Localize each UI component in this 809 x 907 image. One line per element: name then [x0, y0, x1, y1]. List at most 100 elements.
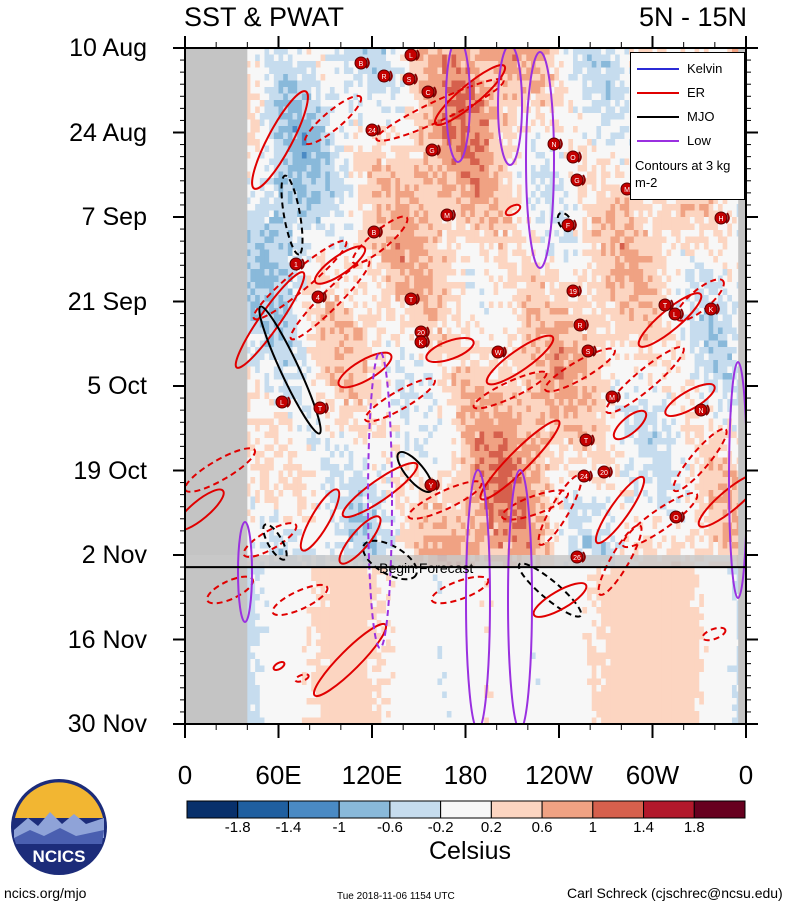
storm-swirl-13 — [725, 212, 730, 224]
contour-2 — [375, 78, 505, 142]
storm-dot-7 — [440, 208, 454, 222]
contour-overlay — [185, 48, 746, 724]
storm-marker-20: L — [668, 307, 684, 321]
contour-13 — [425, 336, 475, 364]
storm-label-19: T — [663, 303, 668, 310]
colorbar-swatch-8 — [592, 800, 645, 819]
storm-marker-7: M — [440, 208, 456, 222]
storm-swirl-33 — [588, 470, 593, 482]
storm-label-33: 24 — [580, 474, 588, 481]
contour-19 — [605, 345, 685, 415]
colorbar-swatch-4 — [389, 800, 442, 819]
storm-swirl-6 — [436, 144, 441, 156]
low-contour-6 — [465, 469, 491, 724]
footer-author: Carl Schreck (cjschrec@ncsu.edu) — [567, 885, 783, 901]
storm-marker-36: 26 — [570, 550, 586, 564]
storm-label-18: 19 — [569, 289, 577, 296]
storm-marker-13: H — [714, 211, 730, 225]
storm-swirl-32 — [608, 466, 613, 478]
colorbar-swatch-0 — [186, 800, 239, 819]
storm-dot-25 — [414, 335, 428, 349]
low-contour-2 — [525, 51, 555, 269]
forecast-label: Begin Forecast — [379, 560, 473, 576]
storm-swirl-29 — [616, 391, 621, 403]
storm-swirl-34 — [435, 479, 440, 491]
storm-swirl-27 — [286, 396, 291, 408]
storm-marker-26: W — [491, 345, 507, 359]
storm-dot-27 — [275, 395, 289, 409]
storm-marker-27: L — [275, 395, 291, 409]
legend-item-low: Low — [635, 131, 745, 151]
legend-label-kelvin: Kelvin — [687, 61, 723, 76]
storm-marker-15: 1 — [289, 257, 305, 271]
contour-11 — [337, 351, 393, 389]
legend-swatch-low — [637, 140, 679, 142]
storm-dot-3 — [402, 72, 416, 86]
storm-swirl-16 — [322, 291, 327, 303]
legend: Kelvin ER MJO Low Contours at 3 kg m-2 — [630, 52, 745, 200]
colorbar-tick-label: 0.6 — [531, 819, 553, 836]
storm-dot-30 — [694, 403, 708, 417]
colorbar-swatch-6 — [490, 800, 543, 819]
contour-12 — [364, 377, 436, 423]
storm-marker-21: K — [704, 302, 720, 316]
legend-swatch-mjo — [637, 116, 679, 118]
contour-48 — [701, 626, 727, 642]
storm-label-29: M — [609, 395, 615, 402]
storm-label-22: R — [577, 323, 582, 330]
contour-40 — [517, 562, 583, 618]
storm-label-8: N — [551, 142, 556, 149]
colorbar-swatch-1 — [237, 800, 289, 819]
storm-label-26: W — [495, 350, 502, 357]
storm-dot-12 — [561, 218, 575, 232]
storm-label-15: 1 — [294, 262, 298, 269]
colorbar-tick-label: -1.8 — [224, 819, 251, 836]
storm-label-30: N — [698, 408, 703, 415]
storm-swirl-7 — [451, 209, 456, 221]
chart-subtitle: 5N - 15N — [638, 2, 747, 32]
colorbar-tick-label: -0.2 — [427, 819, 454, 836]
storm-marker-17: T — [404, 292, 420, 306]
storm-label-13: H — [718, 216, 723, 223]
storm-marker-16: 4 — [311, 290, 327, 304]
storm-dot-21 — [704, 302, 718, 316]
low-contour-5 — [367, 351, 393, 649]
x-tick-label: 0 — [738, 760, 754, 790]
storm-marker-3: S — [402, 72, 418, 86]
storm-label-27: L — [280, 400, 284, 407]
contour-41 — [532, 582, 588, 618]
colorbar-tick-label: -0.6 — [376, 819, 403, 836]
storm-swirl-36 — [581, 551, 586, 563]
storm-marker-9: O — [566, 150, 582, 164]
y-tick-label: 16 Nov — [67, 625, 147, 654]
storm-marker-28: T — [313, 401, 329, 415]
storm-swirl-14 — [378, 226, 383, 238]
storm-label-5: 24 — [368, 128, 376, 135]
storm-label-24: 20 — [417, 330, 425, 337]
contour-42 — [430, 575, 490, 605]
storm-label-20: L — [673, 312, 677, 319]
storm-swirl-1 — [415, 49, 420, 61]
colorbar-tick-label: 1.8 — [683, 819, 705, 836]
contour-43 — [312, 622, 388, 698]
storm-marker-1: L — [404, 48, 420, 62]
x-tick-label: 180 — [443, 760, 488, 790]
storm-label-16: 4 — [316, 295, 320, 302]
storm-marker-2: R — [377, 69, 393, 83]
colorbar-swatch-2 — [287, 800, 340, 819]
storm-swirl-21 — [715, 303, 720, 315]
storm-dot-18 — [566, 284, 580, 298]
storm-dot-20 — [668, 307, 682, 321]
storm-dot-16 — [311, 290, 325, 304]
storm-marker-34: Y — [424, 478, 440, 492]
storm-dot-8 — [547, 137, 561, 151]
footer-site: ncics.org/mjo — [4, 885, 87, 901]
y-tick-label: 19 Oct — [73, 456, 147, 485]
contour-3 — [433, 64, 507, 126]
contour-0 — [251, 90, 309, 190]
storm-label-36: 26 — [573, 555, 581, 562]
contour-8 — [289, 259, 371, 341]
contour-28 — [500, 489, 570, 521]
storm-swirl-26 — [502, 346, 507, 358]
storm-label-14: B — [372, 230, 377, 237]
